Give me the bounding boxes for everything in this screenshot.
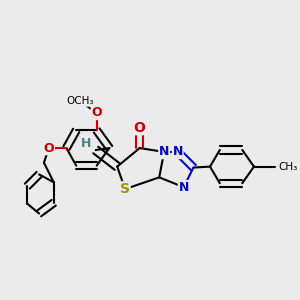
Text: H: H (81, 137, 91, 150)
Text: O: O (92, 106, 102, 119)
Text: N: N (159, 146, 169, 158)
Text: O: O (134, 121, 146, 134)
Text: S: S (120, 182, 130, 196)
Text: OCH₃: OCH₃ (66, 96, 94, 106)
Text: O: O (44, 142, 54, 154)
Text: CH₃: CH₃ (278, 162, 298, 172)
Text: N: N (178, 181, 189, 194)
Text: N: N (172, 146, 183, 158)
